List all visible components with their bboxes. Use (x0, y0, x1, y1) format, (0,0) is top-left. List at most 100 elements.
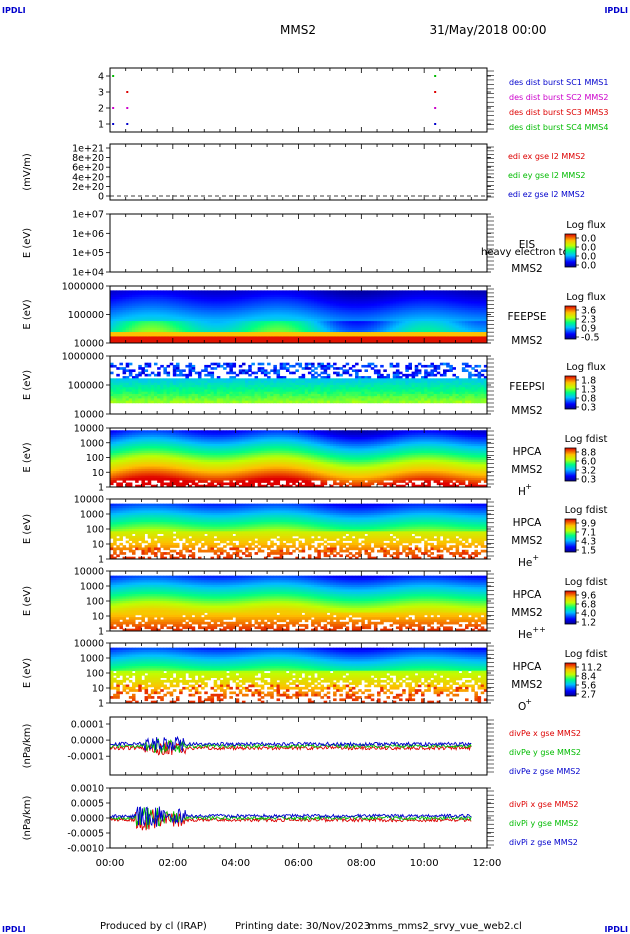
heatmap-cell (144, 307, 149, 311)
heatmap-cell (194, 334, 199, 337)
heatmap-cell (295, 362, 299, 366)
panel-frame-eis (109, 213, 488, 273)
heatmap-cell (458, 398, 463, 402)
heatmap-cell (119, 292, 123, 296)
heatmap-cell (144, 310, 149, 313)
heatmap-cell (116, 301, 120, 304)
legend-entry-burst-1: des dist burst SC2 MMS2 (509, 93, 608, 102)
heatmap-cell (175, 314, 180, 318)
heatmap-cell (169, 314, 174, 318)
heatmap-cell (194, 327, 199, 331)
heatmap-cell (455, 398, 460, 402)
heatmap-cell (188, 325, 193, 329)
y-tick-label-edi-3: 4e+20 (72, 172, 104, 183)
heatmap-cell (116, 305, 120, 309)
heatmap-cell (339, 400, 343, 404)
heatmap-cell (207, 310, 211, 313)
heatmap-cell (116, 367, 120, 370)
heatmap-cell (179, 290, 183, 293)
heatmap-cell (160, 398, 164, 402)
heatmap-cell (377, 398, 381, 402)
heatmap-cell (188, 312, 193, 315)
heatmap-cell (232, 364, 237, 368)
heatmap-cell (128, 338, 133, 342)
heatmap-cell (245, 398, 249, 402)
x-tick-label-3: 06:00 (284, 858, 313, 869)
heatmap-cell (201, 310, 205, 313)
heatmap-cell (160, 305, 164, 309)
heatmap-cell (169, 296, 174, 300)
heatmap-cell (141, 299, 145, 302)
heatmap-cell (204, 296, 208, 300)
heatmap-cell (216, 398, 221, 402)
heatmap-cell (147, 301, 152, 304)
heatmap-cell (122, 400, 127, 404)
heatmap-cell (201, 301, 205, 304)
heatmap-cell (179, 299, 183, 302)
heatmap-cell (110, 323, 114, 326)
heatmap-cell (213, 316, 218, 320)
heatmap-cell (298, 398, 303, 402)
heatmap-cell (194, 321, 199, 324)
heatmap-cell (201, 329, 205, 333)
heatmap-cell (182, 338, 186, 342)
instrument-label-feepse-1: MMS2 (511, 335, 542, 347)
heatmap-cell (122, 340, 127, 344)
heatmap-cell (166, 340, 171, 344)
x-tick-label-6: 12:00 (473, 858, 502, 869)
heatmap-cell (179, 321, 183, 324)
heatmap-cell (480, 369, 485, 373)
heatmap-cell (138, 292, 142, 296)
heatmap-cell (210, 321, 215, 324)
heatmap-cell (251, 362, 255, 366)
heatmap-cell (113, 332, 117, 335)
legend-entry-burst-3: des dist burst SC4 MMS4 (509, 123, 608, 132)
heatmap-cell (147, 373, 152, 377)
heatmap-cell (182, 305, 186, 309)
heatmap-cell (131, 303, 136, 307)
heatmap-cell (169, 336, 174, 340)
heatmap-cell (110, 316, 114, 320)
heatmap-cell (113, 301, 117, 304)
heatmap-cell (185, 296, 189, 300)
heatmap-cell (157, 373, 161, 377)
heatmap-cell (119, 327, 123, 331)
heatmap-cell (128, 327, 133, 331)
heatmap-cell (110, 290, 114, 293)
heatmap-cell (329, 400, 334, 404)
heatmap-cell (163, 336, 167, 340)
heatmap-cell (223, 367, 227, 370)
heatmap-cell (157, 329, 161, 333)
heatmap-cell (257, 398, 262, 402)
heatmap-cell (179, 334, 183, 337)
heatmap-cell (402, 400, 406, 404)
heatmap-cell (150, 400, 155, 404)
heatmap-cell (304, 398, 309, 402)
heatmap-cell (216, 329, 221, 333)
heatmap-cell (449, 398, 453, 402)
heatmap-cell (138, 301, 142, 304)
heatmap-cell (408, 400, 412, 404)
y-tick-label-feepse-1: 100000 (68, 310, 104, 321)
heatmap-cell (116, 340, 120, 344)
heatmap-cell (157, 318, 161, 322)
heatmap-cell (172, 400, 177, 404)
heatmap-cell (113, 318, 117, 322)
heatmap-cell (182, 312, 186, 315)
heatmap-cell (175, 301, 180, 304)
heatmap-cell (175, 338, 180, 342)
heatmap-cell (402, 373, 406, 377)
heatmap-cell (386, 398, 391, 402)
heatmap-cell (166, 336, 171, 340)
heatmap-cell (125, 294, 130, 298)
y-axis-label-feepsi: E (eV) (22, 370, 33, 400)
heatmap-cell (204, 290, 208, 293)
heatmap-cell (147, 305, 152, 309)
heatmap-cell (113, 292, 117, 296)
heatmap-cell (270, 398, 274, 402)
heatmap-cell (210, 327, 215, 331)
heatmap-cell (110, 325, 114, 329)
heatmap-cell (119, 323, 123, 326)
